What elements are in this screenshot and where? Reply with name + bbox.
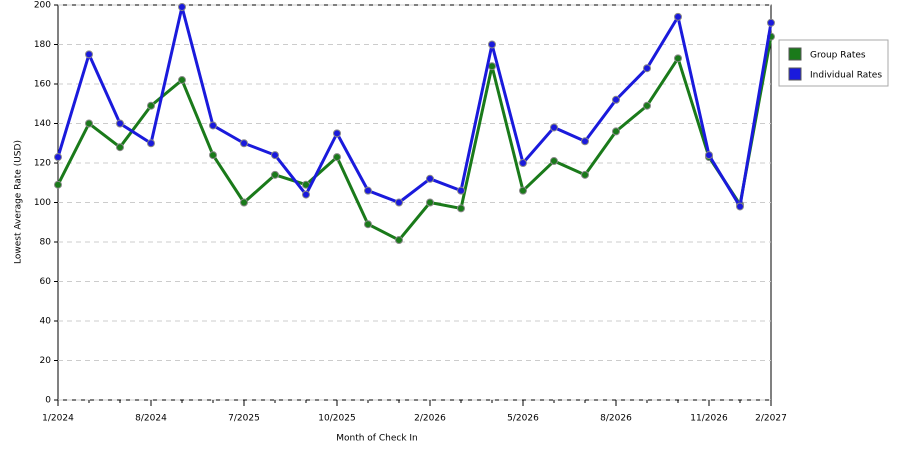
- x-tick-label: 2/2026: [414, 414, 446, 424]
- data-point: [333, 129, 341, 138]
- data-point: [581, 137, 589, 146]
- data-point: [550, 157, 558, 166]
- y-tick-label: 120: [34, 159, 51, 169]
- data-point: [550, 123, 558, 132]
- data-point: [395, 236, 403, 245]
- legend-swatch: [788, 47, 802, 61]
- data-point: [54, 153, 62, 162]
- data-point: [612, 127, 620, 136]
- data-point: [364, 186, 372, 195]
- data-point: [178, 2, 186, 11]
- data-point: [240, 139, 248, 148]
- x-tick-label: 8/2024: [135, 414, 167, 424]
- data-point: [488, 40, 496, 49]
- x-tick-label: 8/2026: [600, 414, 632, 424]
- x-tick-label: 11/2026: [690, 414, 728, 424]
- y-tick-label: 200: [34, 1, 51, 11]
- y-tick-label: 100: [34, 198, 51, 208]
- data-point: [271, 170, 279, 179]
- data-point: [519, 159, 527, 167]
- data-point: [333, 153, 341, 162]
- legend-swatch: [788, 67, 802, 81]
- data-point: [116, 143, 124, 152]
- data-point: [209, 121, 217, 130]
- data-point: [178, 76, 186, 85]
- y-tick-label: 180: [34, 40, 51, 50]
- legend-label: Group Rates: [810, 51, 866, 61]
- data-point: [612, 95, 620, 104]
- y-tick-label: 140: [34, 119, 51, 129]
- data-point: [426, 198, 434, 207]
- data-point: [674, 12, 682, 21]
- series-line: [56, 5, 773, 208]
- series-line: [56, 36, 773, 242]
- y-tick-label: 60: [40, 277, 52, 287]
- x-tick-label: 1/2024: [42, 414, 74, 424]
- y-axis-label: Lowest Average Rate (USD): [14, 140, 24, 264]
- data-point: [240, 198, 248, 207]
- data-point: [705, 151, 713, 160]
- data-point: [271, 151, 279, 160]
- data-point: [364, 220, 372, 229]
- y-tick-label: 40: [40, 317, 52, 327]
- data-point: [209, 151, 217, 160]
- data-point: [674, 54, 682, 63]
- data-point: [395, 198, 403, 207]
- data-point: [147, 101, 155, 110]
- data-point: [147, 139, 155, 148]
- data-point: [457, 186, 465, 195]
- data-point: [85, 50, 93, 59]
- data-point: [54, 180, 62, 189]
- data-point: [302, 190, 310, 199]
- data-point: [85, 119, 93, 128]
- data-point: [767, 18, 775, 27]
- data-point: [643, 64, 651, 73]
- x-axis-label: Month of Check In: [336, 434, 418, 444]
- legend-label: Individual Rates: [810, 71, 882, 81]
- data-point: [488, 62, 496, 71]
- y-tick-label: 160: [34, 80, 51, 90]
- data-point: [519, 186, 527, 195]
- x-tick-label: 5/2026: [507, 414, 539, 424]
- data-point: [457, 204, 465, 213]
- data-point: [581, 170, 589, 179]
- data-point: [116, 119, 124, 128]
- y-tick-label: 0: [45, 396, 51, 406]
- data-point: [426, 174, 434, 183]
- y-tick-label: 20: [40, 356, 52, 366]
- y-tick-label: 80: [40, 238, 52, 248]
- data-point: [736, 202, 744, 211]
- data-point: [643, 101, 651, 110]
- x-tick-label: 10/2025: [318, 414, 355, 424]
- x-tick-label: 7/2025: [228, 414, 260, 424]
- x-tick-label: 2/2027: [755, 414, 787, 424]
